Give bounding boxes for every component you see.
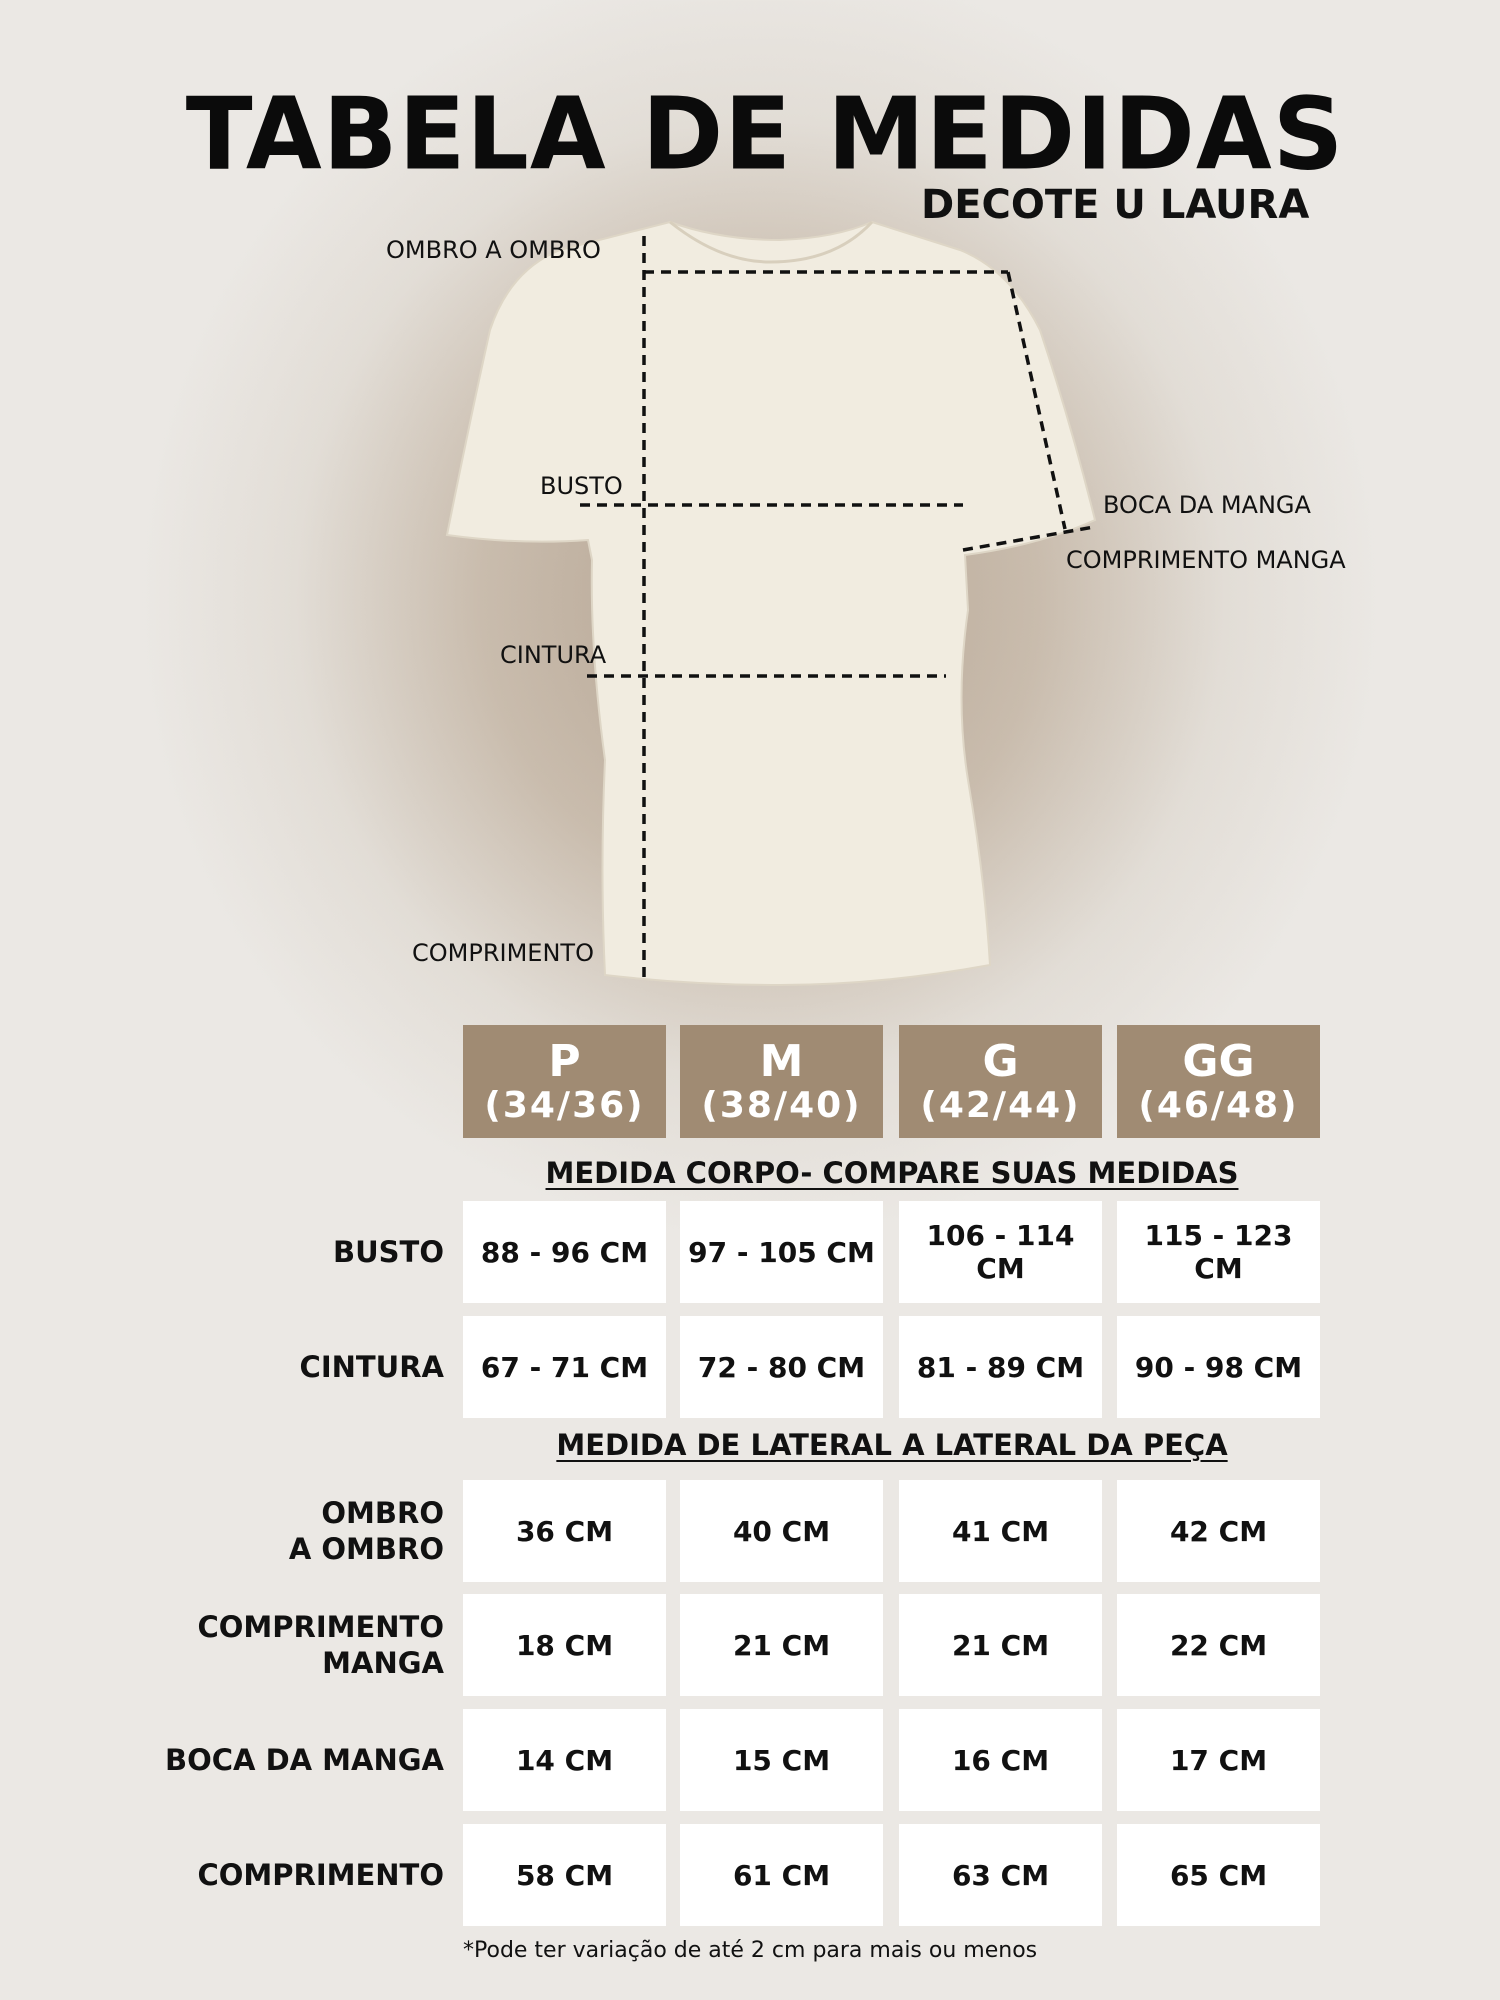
table-cell: 21 CM	[680, 1594, 883, 1696]
size-range: (46/48)	[1138, 1084, 1299, 1126]
section-title: MEDIDA CORPO- COMPARE SUAS MEDIDAS	[545, 1156, 1239, 1190]
table-cell: 21 CM	[899, 1594, 1102, 1696]
sleeve-opening-line	[962, 525, 1095, 552]
size-header-g: G (42/44)	[899, 1025, 1102, 1138]
footnote: *Pode ter variação de até 2 cm para mais…	[463, 1938, 1038, 1963]
table-cell: 18 CM	[463, 1594, 666, 1696]
label-busto: BUSTO	[540, 472, 623, 500]
table-cell: 67 - 71 CM	[463, 1316, 666, 1418]
row-label: OMBRO A OMBRO	[289, 1495, 444, 1568]
row-label-line: OMBRO	[321, 1495, 444, 1530]
table-cell: 58 CM	[463, 1824, 666, 1926]
row-label: COMPRIMENTO	[197, 1857, 444, 1893]
row-label-line: COMPRIMENTO	[197, 1609, 444, 1644]
table-cell: 42 CM	[1117, 1480, 1320, 1582]
row-label: BOCA DA MANGA	[165, 1742, 444, 1778]
table-cell: 15 CM	[680, 1709, 883, 1811]
label-boca-manga: BOCA DA MANGA	[1103, 491, 1311, 519]
table-cell: 81 - 89 CM	[899, 1316, 1102, 1418]
tshirt-diagram	[445, 220, 1097, 987]
table-cell: 16 CM	[899, 1709, 1102, 1811]
tshirt-illustration	[445, 220, 1097, 987]
table-cell: 22 CM	[1117, 1594, 1320, 1696]
table-cell: 61 CM	[680, 1824, 883, 1926]
label-comprimento-manga: COMPRIMENTO MANGA	[1066, 546, 1346, 574]
table-cell: 36 CM	[463, 1480, 666, 1582]
row-label-line: BOCA DA MANGA	[164, 1742, 444, 1777]
table-cell: 72 - 80 CM	[680, 1316, 883, 1418]
table-cell: 14 CM	[463, 1709, 666, 1811]
row-label-line: BUSTO	[333, 1234, 444, 1269]
size-header-gg: GG (46/48)	[1117, 1025, 1320, 1138]
row-label-line: CINTURA	[299, 1349, 444, 1384]
table-cell: 17 CM	[1117, 1709, 1320, 1811]
label-cintura: CINTURA	[500, 641, 607, 669]
page-subtitle: DECOTE U LAURA	[921, 182, 1310, 228]
table-cell: 40 CM	[680, 1480, 883, 1582]
table-cell: 65 CM	[1117, 1824, 1320, 1926]
table-cell: 63 CM	[899, 1824, 1102, 1926]
table-cell: 90 - 98 CM	[1117, 1316, 1320, 1418]
size-range: (42/44)	[920, 1084, 1081, 1126]
label-comprimento: COMPRIMENTO	[412, 939, 594, 967]
size-label: G	[982, 1035, 1019, 1087]
size-label: M	[759, 1035, 804, 1087]
section-title: MEDIDA DE LATERAL A LATERAL DA PEÇA	[556, 1428, 1228, 1462]
row-label-line: MANGA	[322, 1646, 444, 1680]
size-header-m: M (38/40)	[680, 1025, 883, 1138]
table-cell: 106 - 114 CM	[899, 1201, 1102, 1303]
row-label: BUSTO	[333, 1234, 444, 1270]
table-cell: 88 - 96 CM	[463, 1201, 666, 1303]
size-label: P	[548, 1035, 581, 1087]
row-label-line: A OMBRO	[288, 1532, 444, 1566]
row-label: CINTURA	[300, 1349, 444, 1385]
size-label: GG	[1182, 1035, 1255, 1087]
table-cell: 115 - 123 CM	[1117, 1201, 1320, 1303]
table-cell: 97 - 105 CM	[680, 1201, 883, 1303]
row-label-line: COMPRIMENTO	[197, 1857, 444, 1892]
size-range: (38/40)	[701, 1084, 862, 1126]
label-ombro: OMBRO A OMBRO	[386, 236, 601, 264]
page-title: TABELA DE MEDIDAS	[185, 76, 1345, 194]
table-cell: 41 CM	[899, 1480, 1102, 1582]
sleeve-length-line	[1006, 271, 1067, 530]
size-header-p: P (34/36)	[463, 1025, 666, 1138]
size-range: (34/36)	[484, 1084, 645, 1126]
row-label: COMPRIMENTO MANGA	[197, 1609, 444, 1682]
